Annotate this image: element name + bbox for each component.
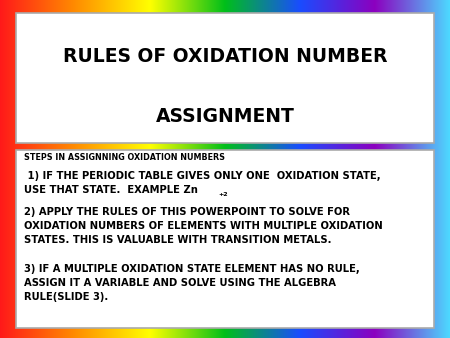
Text: 1) IF THE PERIODIC TABLE GIVES ONLY ONE  OXIDATION STATE,
USE THAT STATE.  EXAMP: 1) IF THE PERIODIC TABLE GIVES ONLY ONE … [24, 171, 381, 195]
Text: 3) IF A MULTIPLE OXIDATION STATE ELEMENT HAS NO RULE,
ASSIGN IT A VARIABLE AND S: 3) IF A MULTIPLE OXIDATION STATE ELEMENT… [24, 264, 360, 302]
Text: STEPS IN ASSIGNNING OXIDATION NUMBERS: STEPS IN ASSIGNNING OXIDATION NUMBERS [24, 152, 225, 162]
FancyBboxPatch shape [16, 150, 434, 328]
Text: ASSIGNMENT: ASSIGNMENT [156, 106, 294, 125]
Text: +2: +2 [218, 193, 228, 197]
Text: RULES OF OXIDATION NUMBER: RULES OF OXIDATION NUMBER [63, 47, 387, 66]
Text: 2) APPLY THE RULES OF THIS POWERPOINT TO SOLVE FOR
OXIDATION NUMBERS OF ELEMENTS: 2) APPLY THE RULES OF THIS POWERPOINT TO… [24, 207, 383, 245]
FancyBboxPatch shape [16, 13, 434, 143]
